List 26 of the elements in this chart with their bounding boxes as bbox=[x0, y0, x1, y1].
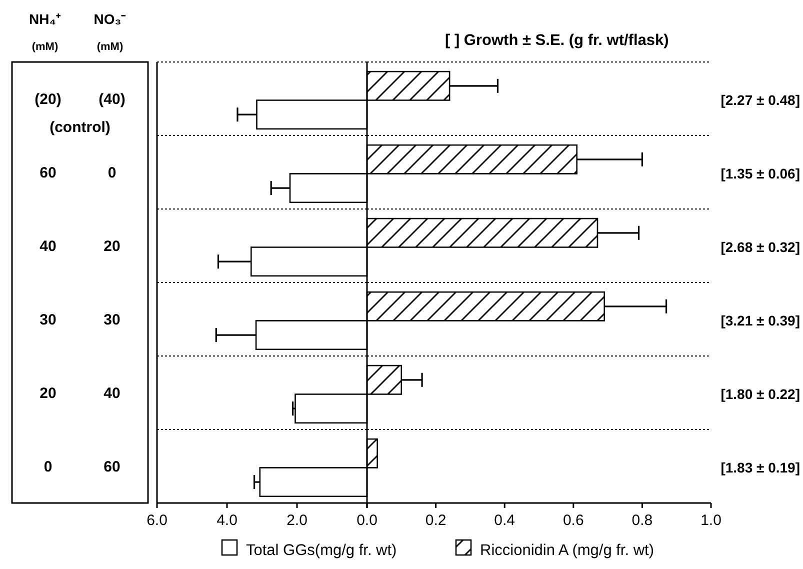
x-tick-label: 6.0 bbox=[146, 512, 168, 529]
text: NH₄⁺ (mM) bbox=[29, 11, 61, 53]
chart-title: [ ] Growth ± S.E. (g fr. wt/flask) bbox=[445, 32, 669, 49]
x-tick-label: 0.4 bbox=[494, 512, 516, 529]
x-tick-label: 0.2 bbox=[425, 512, 446, 529]
legend-label: Total GGs(mg/g fr. wt) bbox=[246, 542, 397, 559]
text: NO₃⁻ (mM) bbox=[94, 11, 126, 53]
category-label: (20) (40) (control) bbox=[34, 90, 126, 136]
text: [1.80 ± 0.22] bbox=[720, 386, 800, 402]
category-label: 40 20 bbox=[40, 238, 120, 255]
text: [2.27 ± 0.48] bbox=[720, 92, 800, 108]
x-tick-label: 0.6 bbox=[562, 512, 584, 529]
category-label: 20 40 bbox=[40, 384, 120, 402]
text: [1.35 ± 0.06] bbox=[720, 165, 800, 182]
x-tick-label: 1.0 bbox=[700, 512, 722, 529]
text: [2.68 ± 0.32] bbox=[720, 238, 800, 255]
x-tick-label: 4.0 bbox=[216, 512, 238, 529]
x-tick-label: 0.0 bbox=[356, 512, 378, 529]
text: [1.83 ± 0.19] bbox=[720, 459, 800, 476]
category-label: 0 60 bbox=[44, 458, 120, 476]
x-tick-label: 2.0 bbox=[286, 512, 308, 529]
text: [3.21 ± 0.39] bbox=[720, 312, 800, 328]
x-tick-label: 0.8 bbox=[632, 512, 653, 529]
category-label: 30 30 bbox=[40, 311, 120, 328]
category-label: 60 0 bbox=[40, 164, 116, 182]
legend-label: Riccionidin A (mg/g fr. wt) bbox=[480, 542, 654, 559]
